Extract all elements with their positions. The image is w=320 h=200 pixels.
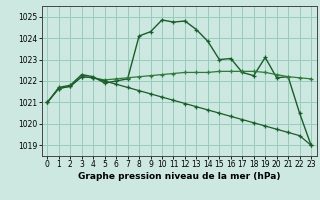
X-axis label: Graphe pression niveau de la mer (hPa): Graphe pression niveau de la mer (hPa) [78,172,280,181]
